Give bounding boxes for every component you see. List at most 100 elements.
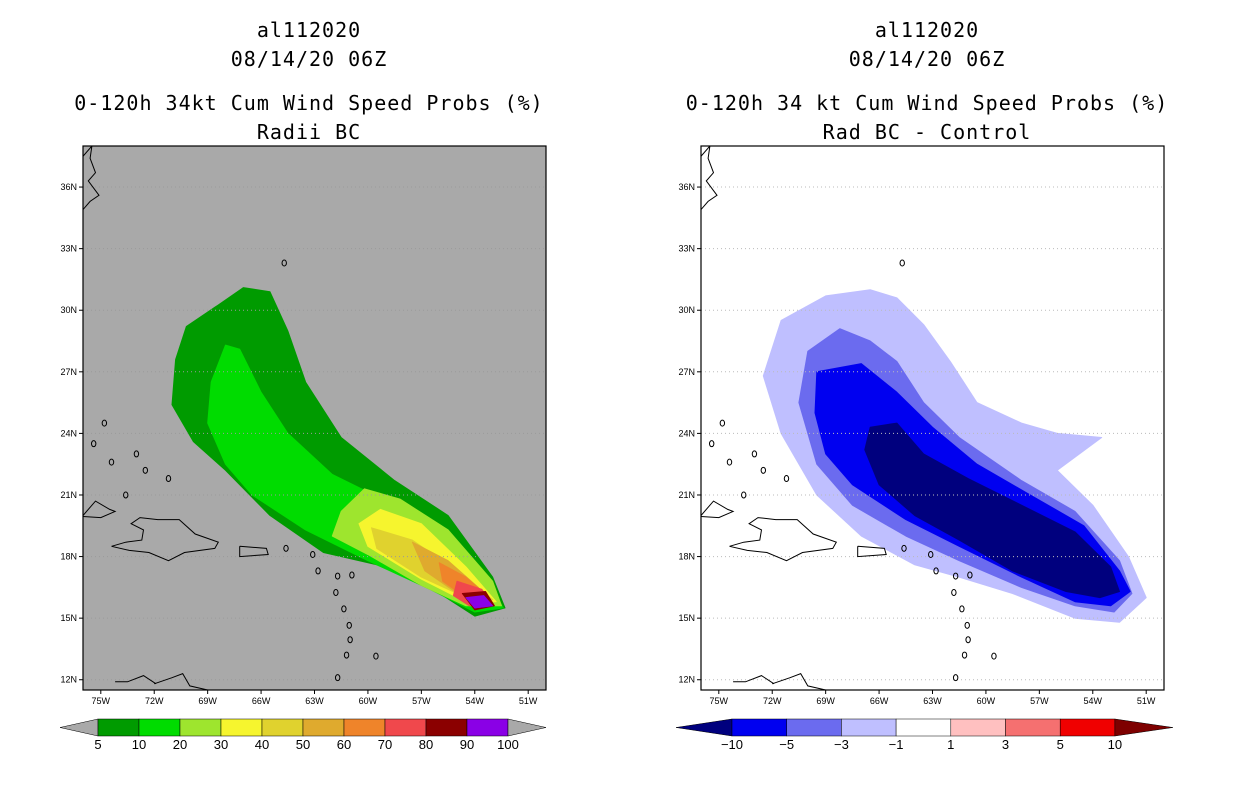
island-outline xyxy=(283,544,289,552)
lat-tick-label: 18N xyxy=(678,552,695,562)
coastline xyxy=(701,146,718,210)
island-outline xyxy=(334,572,341,580)
right-panel: al112020 08/14/20 06Z 0-120h 34 kt Cum W… xyxy=(618,0,1236,800)
island-outline xyxy=(373,652,379,660)
colorbar-extend-high xyxy=(507,718,547,737)
island-outline xyxy=(334,674,341,682)
island-outline xyxy=(133,450,140,458)
colorbar-swatch xyxy=(261,718,304,737)
island-outline xyxy=(344,705,348,711)
island-outline xyxy=(964,621,970,629)
map-plot-radii-bc: 75W 72W 69W 66W 63W 60W 57W 54W 51W 36N 33N 30N 27N 2… xyxy=(59,145,547,752)
colorbar-swatch xyxy=(138,718,181,737)
island-outline xyxy=(101,419,108,427)
colorbar-swatch xyxy=(1059,718,1116,737)
lat-tick-label: 24N xyxy=(60,428,77,438)
contour-level-100 xyxy=(468,597,492,609)
island-outline xyxy=(991,652,997,660)
colorbar-label: 90 xyxy=(460,737,474,752)
colorbar-swatch xyxy=(786,718,842,737)
colorbar-label: −1 xyxy=(889,737,904,752)
coastline xyxy=(83,146,100,210)
lon-tick-label: 51W xyxy=(519,696,538,706)
colorbar-swatch xyxy=(731,718,787,737)
island-outline xyxy=(142,466,149,474)
lon-tick-label: 60W xyxy=(977,696,996,706)
colorbar-swatch xyxy=(343,718,386,737)
coastline xyxy=(701,500,735,519)
island-outline xyxy=(310,551,316,559)
lon-tick-label: 54W xyxy=(1084,696,1103,706)
colorbar-extend-low xyxy=(59,718,99,737)
coastline xyxy=(115,675,157,685)
colorbar-swatch xyxy=(220,718,263,737)
lon-tick-label: 75W xyxy=(710,696,729,706)
lat-tick-label: 24N xyxy=(678,428,695,438)
lat-tick-label: 30N xyxy=(60,305,77,315)
island-outline xyxy=(741,491,747,499)
lon-tick-label: 57W xyxy=(1030,696,1049,706)
island-outline xyxy=(281,259,287,267)
island-outline xyxy=(341,605,347,613)
lon-tick-label: 51W xyxy=(1137,696,1156,706)
colorbar-label: 70 xyxy=(378,737,392,752)
island-outline xyxy=(952,674,959,682)
chart-subtitle: Radii BC xyxy=(256,120,362,144)
colorbar-extend-high xyxy=(1114,718,1173,737)
coastline xyxy=(729,517,838,562)
island-outline xyxy=(90,440,97,448)
lat-tick-label: 33N xyxy=(678,244,695,254)
lon-tick-label: 69W xyxy=(816,696,835,706)
storm-id-title: al112020 xyxy=(874,18,980,42)
island-outline xyxy=(951,588,957,596)
island-outline xyxy=(123,491,129,499)
island-outline xyxy=(952,572,959,580)
coastline xyxy=(857,545,887,558)
island-outline xyxy=(165,475,172,483)
island-outline xyxy=(75,400,79,406)
datetime-title: 08/14/20 06Z xyxy=(848,47,1006,71)
colorbar-label: −3 xyxy=(834,737,849,752)
lat-tick-label: 36N xyxy=(60,182,77,192)
colorbar-swatch xyxy=(179,718,222,737)
lat-tick-label: 27N xyxy=(678,367,695,377)
colorbar-swatch xyxy=(950,718,1006,737)
island-outline xyxy=(899,259,905,267)
colorbar-label: −10 xyxy=(721,737,743,752)
lat-tick-label: 12N xyxy=(678,675,695,685)
coastline xyxy=(733,675,775,685)
chart-title: 0-120h 34kt Cum Wind Speed Probs (%) xyxy=(74,91,544,115)
colorbar-extend-low xyxy=(675,718,733,737)
colorbar-label: 30 xyxy=(214,737,228,752)
lat-tick-label: 12N xyxy=(60,675,77,685)
coastline xyxy=(83,500,117,519)
lon-tick-label: 69W xyxy=(198,696,217,706)
colorbar-label: 10 xyxy=(1108,737,1122,752)
island-outline xyxy=(349,571,355,579)
colorbar-label: 40 xyxy=(255,737,269,752)
island-outline xyxy=(333,588,339,596)
lon-tick-label: 63W xyxy=(923,696,942,706)
island-outline xyxy=(708,440,715,448)
colorbar-label: 80 xyxy=(419,737,433,752)
colorbar-label: 1 xyxy=(947,737,954,752)
island-outline xyxy=(933,567,939,575)
lat-tick-label: 21N xyxy=(678,490,695,500)
contour-level-neg10 xyxy=(864,422,1120,599)
island-outline xyxy=(962,705,966,711)
map-plot-difference: 75W 72W 69W 66W 63W 60W 57W 54W 51W 36N 33N 30N 27N 2… xyxy=(675,145,1173,752)
colorbar-swatch xyxy=(895,718,952,737)
lon-tick-label: 54W xyxy=(466,696,485,706)
lon-tick-label: 60W xyxy=(359,696,378,706)
island-outline xyxy=(108,458,115,466)
island-outline xyxy=(959,605,965,613)
storm-id-title: al112020 xyxy=(256,18,362,42)
lon-tick-label: 75W xyxy=(92,696,111,706)
lat-tick-label: 30N xyxy=(678,305,695,315)
lon-tick-label: 57W xyxy=(412,696,431,706)
colorbar-swatch xyxy=(97,718,140,737)
island-outline xyxy=(928,551,934,559)
colorbar-label: 60 xyxy=(337,737,351,752)
datetime-title: 08/14/20 06Z xyxy=(230,47,388,71)
lat-tick-label: 18N xyxy=(60,552,77,562)
